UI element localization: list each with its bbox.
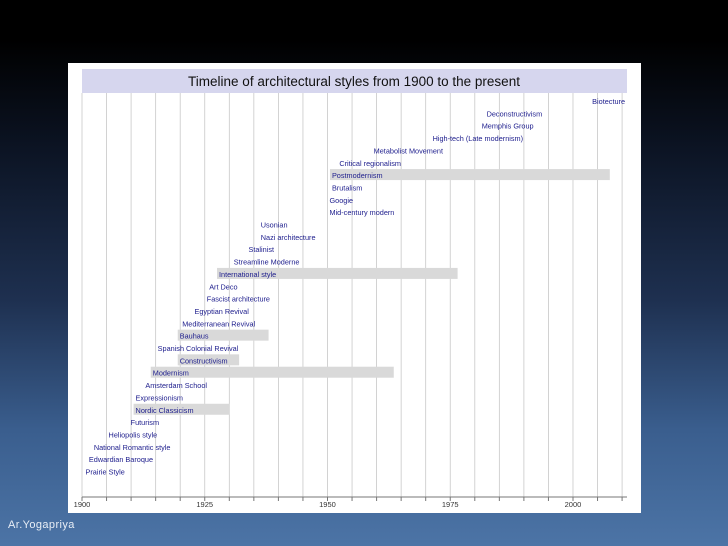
style-label-mid-century-modern: Mid-century modern: [329, 208, 394, 217]
x-tick-label-2000: 2000: [565, 500, 582, 509]
period-bar-nordic-classicism: [133, 403, 230, 415]
style-label-googie: Googie: [329, 196, 353, 205]
timeline-chart: Timeline of architectural styles from 19…: [74, 69, 627, 509]
x-tick-label-1925: 1925: [196, 500, 213, 509]
style-label-high-tech-late-modernism: High-tech (Late modernism): [433, 134, 523, 143]
style-label-constructivism: Constructivism: [180, 356, 228, 365]
style-label-modernism: Modernism: [153, 369, 189, 378]
x-tick-label-1975: 1975: [442, 500, 459, 509]
style-label-national-romantic-style: National Romantic style: [94, 443, 171, 452]
grid-lines: [81, 93, 623, 497]
timeline-figure: Timeline of architectural styles from 19…: [68, 63, 641, 513]
style-label-streamline-moderne: Streamline Moderne: [234, 258, 300, 267]
title-bar: [82, 69, 627, 93]
style-label-spanish-colonial-revival: Spanish Colonial Revival: [158, 344, 239, 353]
style-label-postmodernism: Postmodernism: [332, 171, 383, 180]
style-label-mediterranean-revival: Mediterranean Revival: [182, 319, 255, 328]
style-label-amsterdam-school: Amsterdam School: [145, 381, 207, 390]
style-label-heliopolis-style: Heliopolis style: [109, 430, 158, 439]
style-label-bauhaus: Bauhaus: [180, 332, 209, 341]
style-label-brutalism: Brutalism: [332, 183, 362, 192]
style-label-futurism: Futurism: [131, 418, 159, 427]
style-label-memphis-group: Memphis Group: [482, 122, 534, 131]
style-label-biotecture: Biotecture: [592, 97, 625, 106]
style-label-nazi-architecture: Nazi architecture: [261, 233, 316, 242]
period-bars: [133, 169, 610, 415]
x-axis-ticks: 1900 1925 1950 1975 2000: [74, 497, 623, 509]
style-label-art-deco: Art Deco: [209, 282, 237, 291]
style-label-international-style: International style: [219, 270, 276, 279]
style-label-nordic-classicism: Nordic Classicism: [136, 406, 194, 415]
style-label-deconstructivism: Deconstructivism: [487, 109, 543, 118]
period-bar-international-style: [217, 267, 458, 279]
style-label-expressionism: Expressionism: [136, 393, 183, 402]
period-bar-modernism: [150, 366, 394, 378]
style-label-metabolist-movement: Metabolist Movement: [374, 146, 443, 155]
style-label-egyptian-revival: Egyptian Revival: [194, 307, 249, 316]
style-label-stalinist: Stalinist: [248, 245, 274, 254]
style-label-edwardian-baroque: Edwardian Baroque: [89, 455, 153, 464]
author-credit: Ar.Yogapriya: [8, 519, 75, 531]
style-label-usonian: Usonian: [261, 221, 288, 230]
period-bar-postmodernism: [329, 169, 610, 181]
style-label-prairie-style: Prairie Style: [85, 468, 124, 477]
period-bar-bauhaus: [177, 329, 269, 341]
style-label-critical-regionalism: Critical regionalism: [339, 159, 401, 168]
x-tick-label-1900: 1900: [74, 500, 91, 509]
period-bar-constructivism: [177, 354, 240, 366]
chart-title: Timeline of architectural styles from 19…: [188, 74, 520, 89]
x-tick-label-1950: 1950: [319, 500, 336, 509]
style-labels: Biotecture Deconstructivism Memphis Group H…: [85, 97, 625, 477]
style-label-fascist-architecture: Fascist architecture: [207, 295, 270, 304]
